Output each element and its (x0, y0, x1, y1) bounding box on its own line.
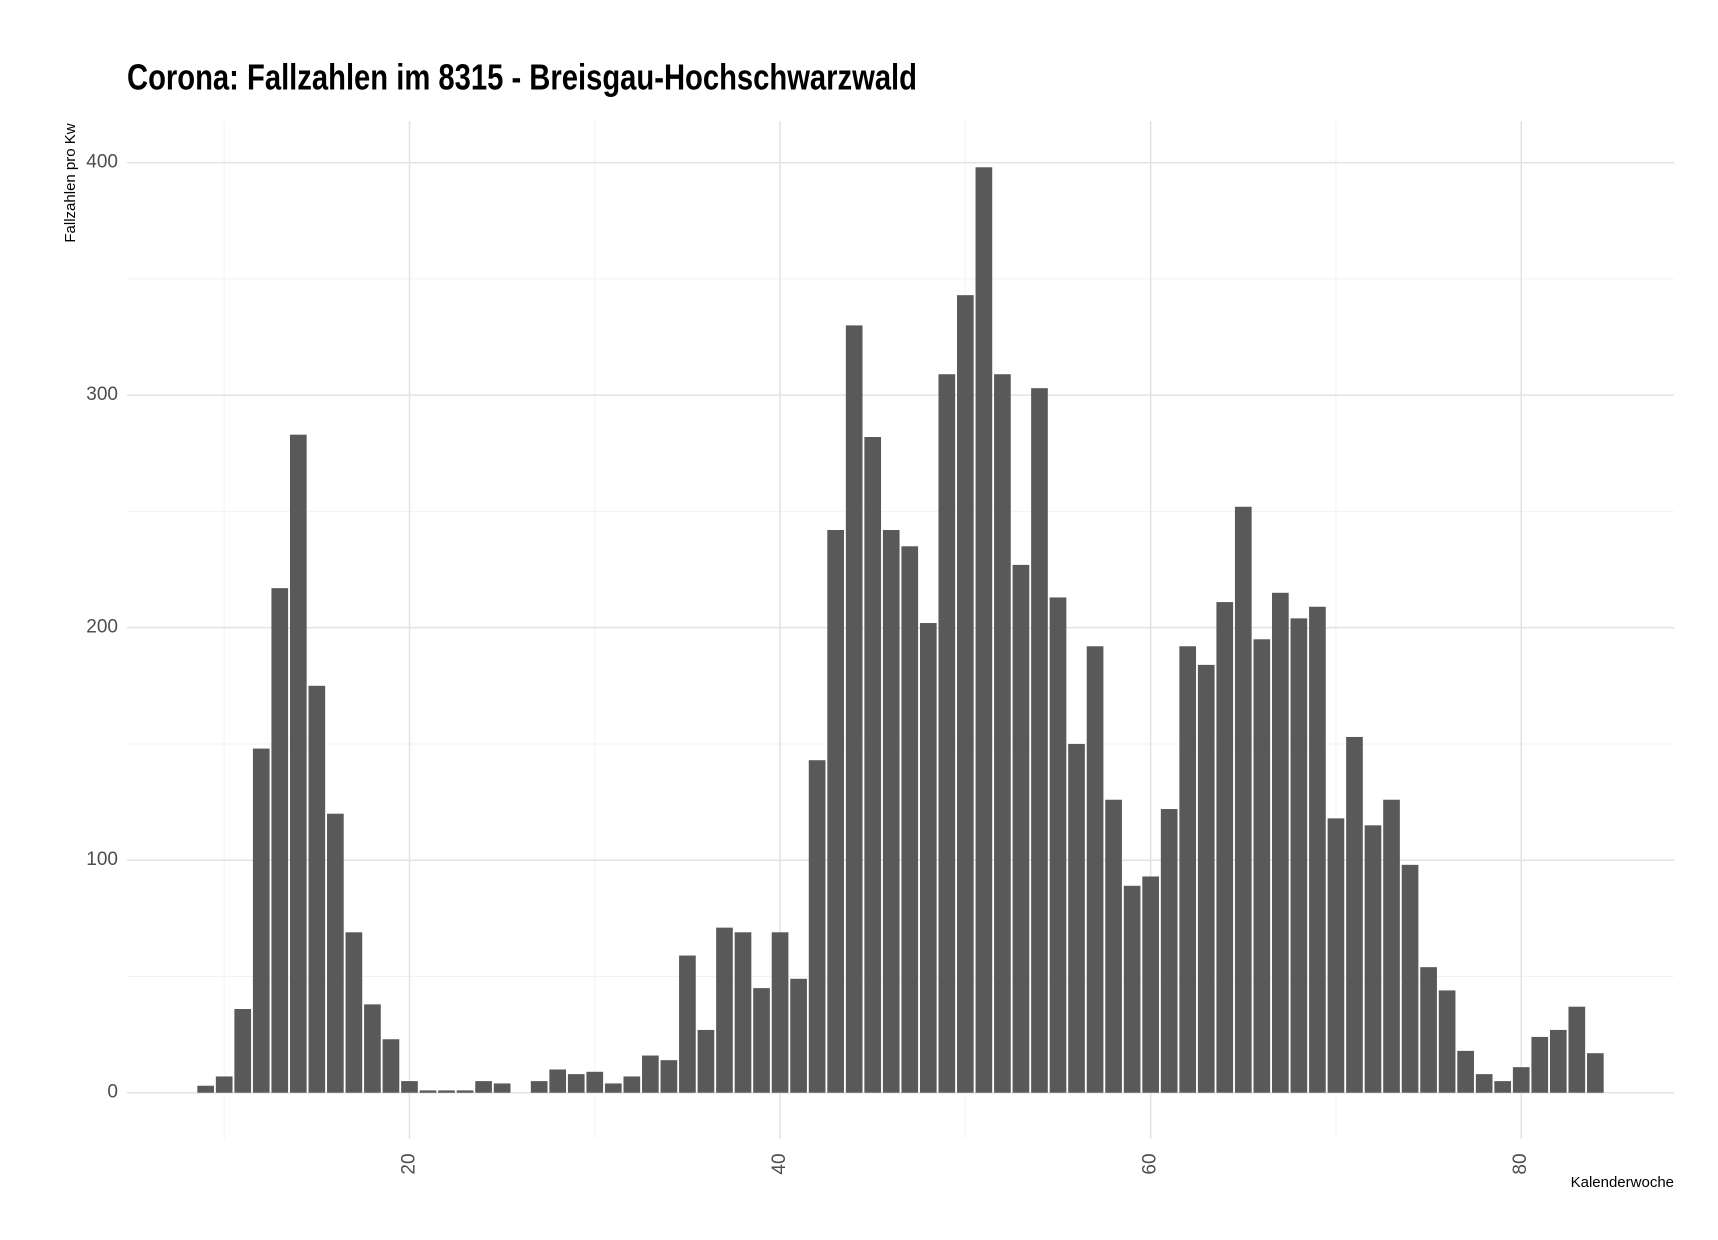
bar (1327, 818, 1345, 1093)
y-tick-label: 400 (86, 152, 118, 173)
x-tick-label: 40 (769, 1153, 790, 1174)
bar (623, 1076, 641, 1093)
x-tick-label: 60 (1140, 1153, 1161, 1174)
bar (1197, 664, 1215, 1093)
bar (604, 1083, 622, 1093)
bar (1383, 799, 1400, 1093)
x-tick-label: 20 (398, 1153, 419, 1174)
bar (308, 685, 326, 1093)
bar (1420, 967, 1437, 1093)
bar (401, 1081, 418, 1093)
bar (197, 1085, 214, 1093)
bar (808, 760, 826, 1093)
bar (1346, 736, 1363, 1093)
bar (1179, 646, 1197, 1093)
bar (845, 325, 863, 1093)
chart-title: Corona: Fallzahlen im 8315 - Breisgau-Ho… (127, 57, 917, 98)
y-axis-label: Fallzahlen pro Kw (62, 123, 79, 242)
bar (1068, 743, 1085, 1093)
bar (716, 927, 733, 1093)
bar (734, 932, 752, 1093)
bar (345, 932, 363, 1093)
bar (864, 437, 882, 1093)
bar (1086, 646, 1104, 1093)
bar (642, 1055, 659, 1093)
y-tick-label: 0 (107, 1082, 118, 1103)
bar (957, 295, 974, 1093)
bar (790, 978, 807, 1093)
bar (1012, 564, 1030, 1093)
bar (215, 1076, 233, 1093)
x-tick-label: 80 (1510, 1153, 1531, 1174)
bar (919, 623, 937, 1093)
bar (1142, 876, 1159, 1093)
bar (475, 1081, 492, 1093)
bar (1457, 1050, 1474, 1093)
bar (1309, 606, 1326, 1093)
bar (1364, 825, 1382, 1093)
bar (438, 1090, 455, 1093)
bar (530, 1081, 548, 1093)
bar (901, 546, 919, 1093)
y-tick-label: 100 (86, 849, 118, 870)
bar (289, 434, 307, 1093)
bar (679, 955, 696, 1093)
bar (1105, 799, 1122, 1093)
bar (938, 374, 956, 1093)
bar (975, 167, 993, 1093)
bar (1031, 388, 1048, 1093)
bar (882, 530, 900, 1093)
bar (549, 1069, 567, 1093)
bar (234, 1009, 252, 1093)
bar (1438, 990, 1456, 1093)
bar (1123, 885, 1141, 1093)
bar (252, 748, 270, 1093)
bar (1549, 1029, 1567, 1093)
bar (1568, 1006, 1586, 1093)
bar (771, 932, 789, 1093)
bar (1272, 592, 1289, 1093)
bar (697, 1029, 715, 1093)
bar (1234, 506, 1252, 1093)
bar (364, 1004, 381, 1093)
bar (382, 1039, 400, 1093)
bar (1587, 1053, 1604, 1093)
bar (753, 988, 770, 1093)
bar (1160, 809, 1178, 1093)
x-axis-label: Kalenderwoche (1571, 1174, 1674, 1191)
bar (493, 1083, 511, 1093)
bar (1512, 1067, 1530, 1093)
bar (1290, 618, 1308, 1093)
bar (1049, 597, 1067, 1093)
y-tick-label: 200 (86, 617, 118, 638)
bar (1401, 864, 1419, 1093)
bar (660, 1060, 678, 1093)
y-tick-label: 300 (86, 384, 118, 405)
bar (271, 588, 289, 1093)
bar (327, 813, 344, 1093)
bar (1531, 1036, 1549, 1093)
bar (1253, 639, 1271, 1093)
bar (1216, 602, 1234, 1093)
bar (456, 1090, 474, 1093)
bar (827, 530, 844, 1093)
bar (567, 1074, 585, 1093)
bar (1475, 1074, 1493, 1093)
bar (1494, 1081, 1512, 1093)
bar (419, 1090, 437, 1093)
bar (586, 1071, 604, 1093)
bar (994, 374, 1011, 1093)
